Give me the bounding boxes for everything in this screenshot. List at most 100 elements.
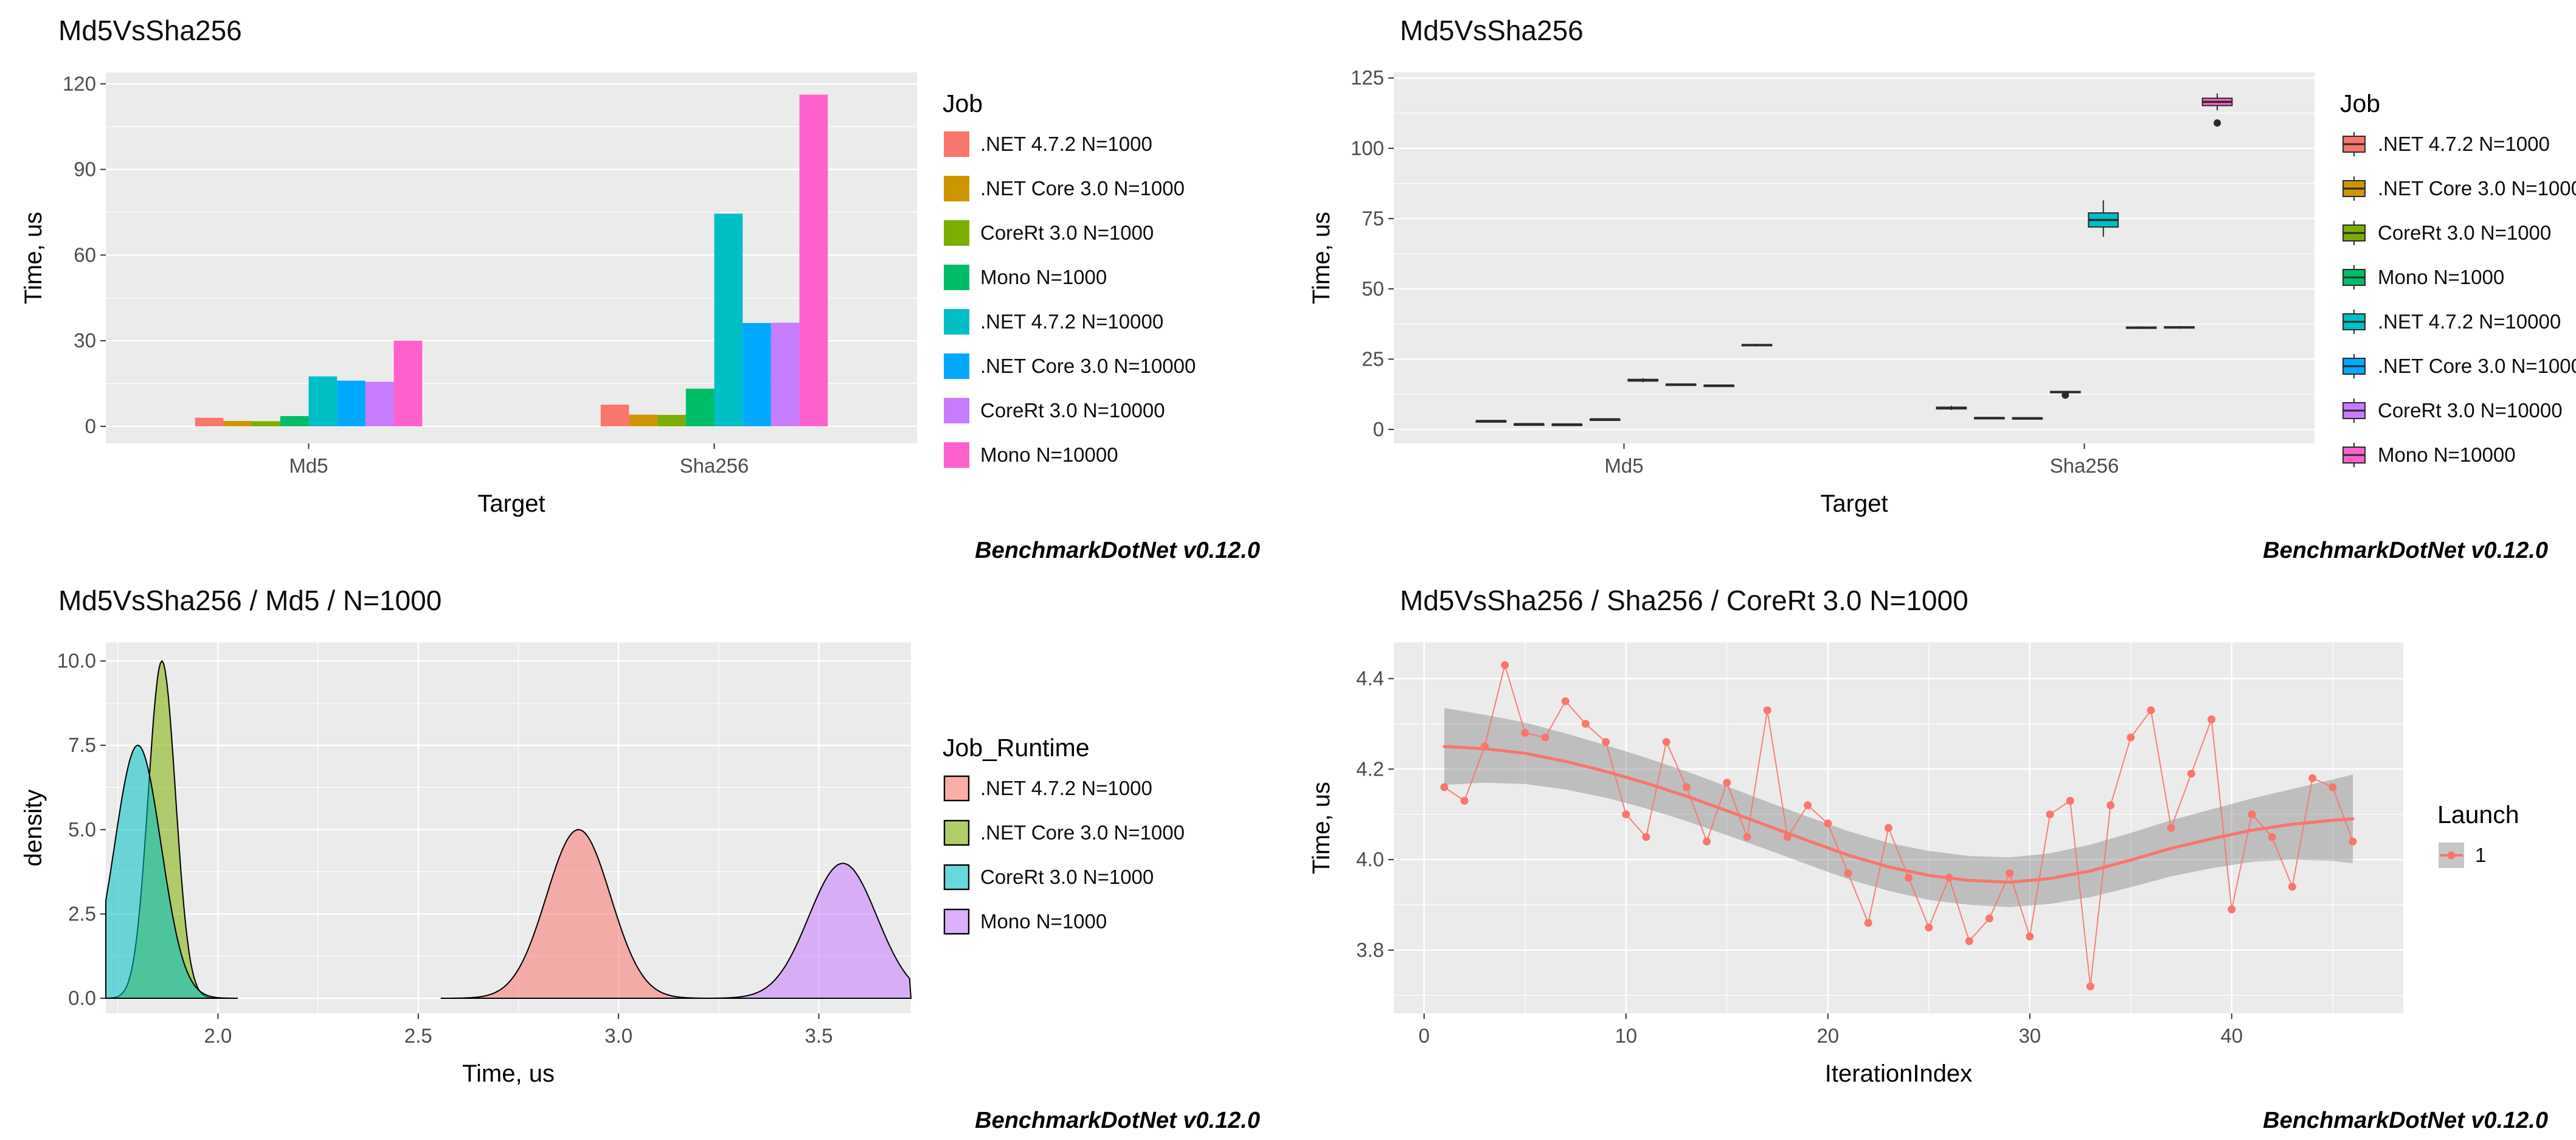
legend-item-net-4-7-2-n-1000: .NET 4.7.2 N=1000 <box>943 130 1196 158</box>
svg-text:20: 20 <box>1816 1024 1839 1047</box>
svg-text:Time, us: Time, us <box>1308 782 1335 874</box>
svg-text:Time, us: Time, us <box>20 212 47 304</box>
bar-plot: 0 30 60 90 120 Md5 Sha256 Target Time, us <box>20 72 917 517</box>
legend-label: CoreRt 3.0 N=1000 <box>2378 221 2552 244</box>
svg-text:0: 0 <box>1373 418 1384 440</box>
legend-items: .NET 4.7.2 N=1000 .NET Core 3.0 N=1000 Cor… <box>943 130 1196 469</box>
legend-title: Job <box>943 89 983 117</box>
legend-title: Job_Runtime <box>943 734 1090 762</box>
legend-key-icon <box>2342 398 2366 423</box>
legend-item-corert-3-0-n-1000: CoreRt 3.0 N=1000 <box>2340 219 2576 247</box>
legend-item-net-core-3-0-n-10000: .NET Core 3.0 N=10000 <box>2340 352 2576 380</box>
legend-item-net-4-7-2-n-1000: .NET 4.7.2 N=1000 <box>943 774 1185 802</box>
legend-label: Mono N=1000 <box>980 910 1107 933</box>
legend-item-corert-3-0-n-1000: CoreRt 3.0 N=1000 <box>943 219 1196 247</box>
svg-text:120: 120 <box>63 72 96 95</box>
benchmarkdotnet-caption: BenchmarkDotNet v0.12.0 <box>2263 538 2548 563</box>
legend-label: .NET Core 3.0 N=10000 <box>980 354 1196 377</box>
chart-title: Md5VsSha256 <box>1400 15 1584 46</box>
svg-text:Sha256: Sha256 <box>680 454 749 477</box>
svg-text:Time, us: Time, us <box>1308 212 1335 304</box>
legend-key-icon <box>944 442 969 468</box>
legend-key-icon <box>2342 131 2366 156</box>
svg-text:Sha256: Sha256 <box>2050 454 2119 477</box>
legend-label: .NET Core 3.0 N=10000 <box>2378 354 2576 377</box>
legend-item-corert-3-0-n-10000: CoreRt 3.0 N=10000 <box>943 397 1196 425</box>
panel-line-chart: Md5VsSha256 / Sha256 / CoreRt 3.0 N=1000… <box>1288 570 2576 1140</box>
line-plot: 3.8 4.0 4.2 4.4 0 10 20 30 40 IterationIndex Time,… <box>1308 642 2403 1087</box>
legend-label: .NET 4.7.2 N=10000 <box>2378 310 2561 333</box>
legend-key-icon <box>944 220 969 246</box>
svg-text:30: 30 <box>74 329 96 352</box>
legend-title: Job <box>2340 89 2381 117</box>
legend-key-icon <box>944 397 969 423</box>
chart-title: Md5VsSha256 <box>58 15 242 46</box>
legend-item-mono-n-1000: Mono N=1000 <box>943 263 1196 291</box>
legend-key-icon <box>2342 176 2366 201</box>
svg-text:4.0: 4.0 <box>1356 848 1384 871</box>
legend-item-mono-n-10000: Mono N=10000 <box>943 441 1196 469</box>
legend-label: 1 <box>2475 843 2487 866</box>
legend-label: Mono N=10000 <box>980 443 1118 466</box>
svg-text:30: 30 <box>2018 1024 2041 1047</box>
legend-job: Job .NET 4.7.2 N=1000 .NET Core 3.0 N=100… <box>2340 89 2576 485</box>
legend-item-net-core-3-0-n-10000: .NET Core 3.0 N=10000 <box>943 352 1196 380</box>
legend-label: Mono N=10000 <box>2378 443 2516 466</box>
legend-key-icon <box>943 820 970 846</box>
legend-label: .NET Core 3.0 N=1000 <box>2378 176 2576 200</box>
legend-item-net-core-3-0-n-1000: .NET Core 3.0 N=1000 <box>2340 175 2576 203</box>
box-plot: 0 25 50 75 100 125 Md5 Sha256 Target Time, us <box>1308 66 2315 517</box>
svg-text:Md5: Md5 <box>289 454 328 477</box>
legend-label: CoreRt 3.0 N=10000 <box>2378 398 2563 422</box>
legend-title: Launch <box>2437 800 2519 829</box>
svg-text:3.0: 3.0 <box>604 1024 632 1047</box>
legend-key-icon <box>2342 265 2366 290</box>
legend-item-mono-n-1000: Mono N=1000 <box>943 908 1185 936</box>
legend-item-net-4-7-2-n-10000: .NET 4.7.2 N=10000 <box>943 308 1196 336</box>
legend-key-icon <box>944 131 969 157</box>
legend-key-icon <box>944 264 969 290</box>
legend-key-icon <box>943 776 970 802</box>
chart-title: Md5VsSha256 / Sha256 / CoreRt 3.0 N=1000 <box>1400 585 1968 616</box>
legend-item-net-4-7-2-n-10000: .NET 4.7.2 N=10000 <box>2340 308 2576 336</box>
legend-key-icon <box>944 353 969 379</box>
svg-text:Target: Target <box>477 490 545 517</box>
legend-label: .NET 4.7.2 N=1000 <box>980 777 1152 800</box>
svg-text:75: 75 <box>1362 207 1384 229</box>
legend-item-mono-n-10000: Mono N=10000 <box>2340 441 2576 469</box>
svg-text:Target: Target <box>1820 490 1888 517</box>
legend-key-icon <box>943 909 970 935</box>
legend-key-icon <box>944 175 969 201</box>
svg-text:50: 50 <box>1362 277 1384 300</box>
svg-text:0: 0 <box>85 415 96 437</box>
svg-text:Md5: Md5 <box>1604 454 1643 477</box>
legend-items: .NET 4.7.2 N=1000 .NET Core 3.0 N=1000 Cor… <box>943 774 1185 936</box>
legend-item-net-4-7-2-n-1000: .NET 4.7.2 N=1000 <box>2340 130 2576 158</box>
legend-key-icon <box>2342 442 2366 467</box>
legend-item-net-core-3-0-n-1000: .NET Core 3.0 N=1000 <box>943 819 1185 847</box>
svg-text:10.0: 10.0 <box>57 649 96 672</box>
legend-item-net-core-3-0-n-1000: .NET Core 3.0 N=1000 <box>943 175 1196 203</box>
svg-text:40: 40 <box>2220 1024 2243 1047</box>
legend-job-runtime: Job_Runtime .NET 4.7.2 N=1000 .NET Core 3… <box>943 734 1185 952</box>
legend-key-icon <box>2342 309 2366 334</box>
legend-label: .NET 4.7.2 N=1000 <box>980 132 1152 155</box>
svg-text:60: 60 <box>74 243 96 266</box>
legend-launch: Launch 1 <box>2437 801 2519 886</box>
svg-text:2.0: 2.0 <box>204 1024 232 1047</box>
svg-text:0: 0 <box>1419 1024 1430 1047</box>
panel-bar-chart: Md5VsSha256 0 30 60 90 120 Md5 Sha256 Target Tim… <box>0 0 1288 570</box>
legend-label: .NET 4.7.2 N=1000 <box>2378 132 2550 155</box>
svg-text:10: 10 <box>1615 1024 1637 1047</box>
legend-key-icon <box>943 864 970 891</box>
legend-key-icon <box>2342 353 2366 378</box>
svg-text:5.0: 5.0 <box>68 818 96 841</box>
svg-text:IterationIndex: IterationIndex <box>1825 1060 1972 1087</box>
panel-density-chart: Md5VsSha256 / Md5 / N=1000 0.0 2.5 5.0 7.5 1… <box>0 570 1288 1140</box>
chart-title: Md5VsSha256 / Md5 / N=1000 <box>58 585 442 616</box>
svg-text:2.5: 2.5 <box>68 902 96 925</box>
density-plot: 0.0 2.5 5.0 7.5 10.0 2.0 2.5 3.0 3.5 Time, us dens… <box>20 642 912 1087</box>
benchmarkdotnet-caption: BenchmarkDotNet v0.12.0 <box>2263 1108 2548 1133</box>
legend-label: CoreRt 3.0 N=1000 <box>980 866 1154 889</box>
